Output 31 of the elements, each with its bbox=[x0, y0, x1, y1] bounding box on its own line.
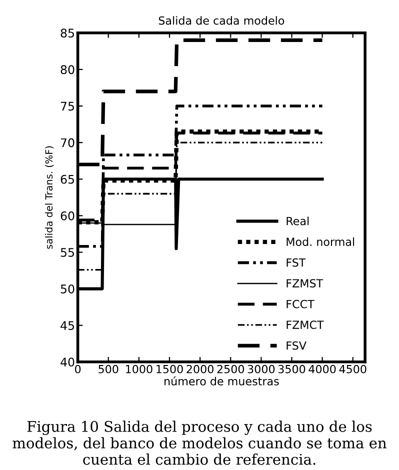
y-tick-label: 80 bbox=[60, 65, 74, 74]
x-tick-label: 2000 bbox=[186, 364, 214, 374]
legend-label: FCCT bbox=[286, 300, 314, 308]
x-tick-label: 0 bbox=[75, 364, 81, 374]
y-tick-label: 70 bbox=[60, 138, 74, 148]
legend-label: FSV bbox=[286, 341, 306, 350]
y-tick-label: 45 bbox=[60, 321, 74, 330]
y-tick-label: 65 bbox=[60, 174, 74, 184]
y-tick-label: 50 bbox=[60, 284, 74, 294]
x-tick-label: 2500 bbox=[217, 364, 244, 374]
legend-label: FZMST bbox=[286, 279, 324, 288]
x-axis-title: número de muestras bbox=[164, 376, 279, 386]
x-tick-label: 500 bbox=[98, 364, 118, 374]
y-tick-label: 75 bbox=[60, 102, 74, 111]
legend-label: FZMCT bbox=[286, 320, 324, 329]
legend-label: Mod. normal bbox=[286, 237, 354, 246]
chart-title: Salida de cada modelo bbox=[158, 16, 284, 25]
y-tick-label: 60 bbox=[60, 211, 74, 220]
text: Figura 10 Salida del proceso y cada uno de los modelos, del banco de modelos cuando se toma en cuenta el cambio de referencia. bbox=[12, 420, 386, 465]
x-tick-label: 1000 bbox=[126, 364, 152, 374]
legend-label: Real bbox=[286, 216, 309, 226]
x-tick-label: 4000 bbox=[308, 364, 336, 374]
x-tick-label: 3000 bbox=[248, 364, 275, 374]
y-tick-label: 40 bbox=[60, 358, 74, 367]
x-tick-label: 1500 bbox=[156, 364, 183, 374]
x-tick-label: 3500 bbox=[278, 364, 306, 374]
x-tick-label: 4500 bbox=[339, 364, 366, 374]
legend-label: FST bbox=[286, 258, 306, 267]
y-axis-title: salida del Trans. (%F) bbox=[45, 146, 54, 249]
y-tick-label: 85 bbox=[60, 28, 74, 38]
y-tick-label: 55 bbox=[60, 248, 74, 257]
